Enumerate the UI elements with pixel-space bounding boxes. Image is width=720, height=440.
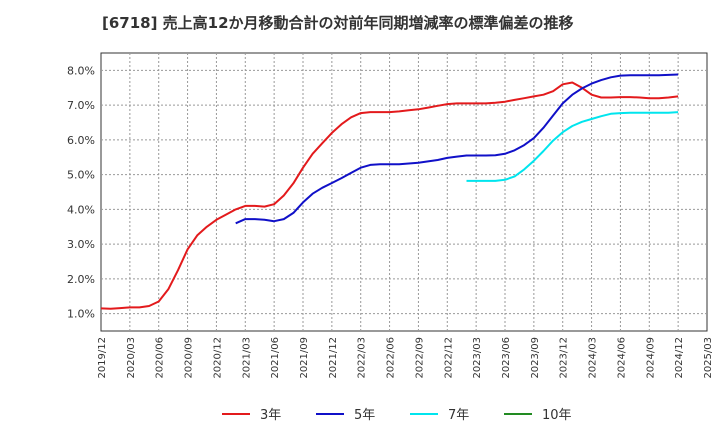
series-line-7年 <box>466 111 679 182</box>
y-tick-label: 3.0% <box>67 238 95 251</box>
x-tick-label: 2023/03 <box>472 337 483 379</box>
x-tick-label: 2021/06 <box>270 337 281 379</box>
chart-title: [6718] 売上高12か月移動合計の対前年同期増減率の標準偏差の推移 <box>102 14 574 32</box>
x-tick-label: 2022/12 <box>443 337 454 379</box>
y-tick-label: 6.0% <box>67 134 95 147</box>
x-tick-label: 2022/09 <box>414 337 425 379</box>
y-tick-label: 7.0% <box>67 99 95 112</box>
x-tick-label: 2020/12 <box>212 337 223 379</box>
x-tick-label: 2021/12 <box>328 337 339 379</box>
x-tick-label: 2025/03 <box>703 337 714 379</box>
legend: 3年 5年 7年 10年 <box>222 408 572 423</box>
legend-label: 5年 <box>354 408 375 423</box>
series-lines <box>100 73 679 310</box>
x-tick-label: 2024/12 <box>674 337 685 379</box>
x-tick-label: 2020/09 <box>184 337 195 379</box>
x-tick-label: 2022/03 <box>357 337 368 379</box>
x-tick-label: 2024/06 <box>616 337 627 379</box>
plot-area <box>100 52 708 332</box>
y-tick-label: 8.0% <box>67 64 95 77</box>
x-tick-label: 2023/12 <box>559 337 570 379</box>
grid-lines <box>101 53 707 331</box>
x-tick-label: 2020/03 <box>126 337 137 379</box>
y-tick-label: 2.0% <box>67 273 95 286</box>
y-tick-label: 5.0% <box>67 169 95 182</box>
x-tick-label: 2021/03 <box>241 337 252 379</box>
x-tick-label: 2022/06 <box>386 337 397 379</box>
x-tick-label: 2020/06 <box>155 337 166 379</box>
y-tick-label: 1.0% <box>67 308 95 321</box>
y-axis-ticks: 1.0% 2.0% 3.0% 4.0% 5.0% 6.0% 7.0% 8.0% <box>67 64 95 320</box>
x-tick-label: 2023/09 <box>530 337 541 379</box>
x-tick-label: 2024/03 <box>588 337 599 379</box>
x-tick-label: 2021/09 <box>299 337 310 379</box>
y-tick-label: 4.0% <box>67 203 95 216</box>
x-axis-ticks: 2019/12 2020/03 2020/06 2020/09 2020/12 2021/… <box>97 337 714 379</box>
legend-label: 3年 <box>260 408 281 423</box>
series-line-5年 <box>235 73 679 225</box>
x-tick-label: 2023/06 <box>501 337 512 379</box>
x-tick-label: 2019/12 <box>97 337 108 379</box>
x-tick-label: 2024/09 <box>645 337 656 379</box>
legend-label: 10年 <box>542 408 572 423</box>
legend-label: 7年 <box>448 408 469 423</box>
